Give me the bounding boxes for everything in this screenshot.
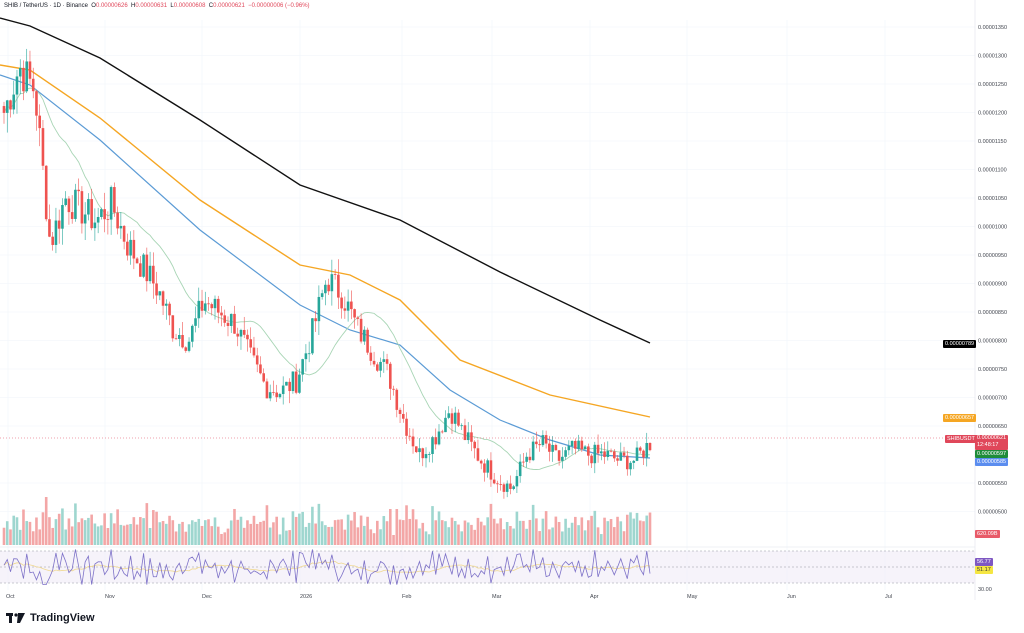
symbol-name: SHIB / TetherUS · 1D · Binance [4, 3, 88, 9]
change-value: −0.00000006 (−0.96%) [248, 3, 310, 9]
svg-text:0.00000800: 0.00000800 [978, 339, 1007, 345]
svg-text:0.00000950: 0.00000950 [978, 253, 1007, 259]
symbol-tag: SHIBUSDT [945, 435, 977, 443]
ma20-tag: 0.00000597 [975, 450, 1009, 458]
volume-bars [2, 497, 652, 545]
moving-averages [0, 17, 651, 470]
svg-text:0.00001050: 0.00001050 [978, 196, 1007, 202]
rsi-ma-tag: 51.17 [975, 566, 993, 574]
symbol-legend: SHIB / TetherUS · 1D · Binance O0.000006… [4, 3, 310, 9]
tradingview-brand[interactable]: TradingView [6, 612, 95, 624]
svg-text:0.00000900: 0.00000900 [978, 282, 1007, 288]
time-label-mar: Mar [492, 594, 502, 600]
open-value: 0.00000626 [95, 3, 128, 9]
time-label-feb: Feb [402, 594, 412, 600]
volume-tag: 620.09B [975, 530, 1000, 538]
svg-text:0.00001300: 0.00001300 [978, 54, 1007, 60]
svg-text:0.00000500: 0.00000500 [978, 510, 1007, 516]
rsi-pane [0, 549, 975, 585]
svg-text:0.00001100: 0.00001100 [978, 168, 1007, 174]
svg-text:0.00001000: 0.00001000 [978, 225, 1007, 231]
candlesticks [2, 48, 652, 499]
rsi-lower-label: 30.00 [978, 587, 992, 593]
time-label-apr: Apr [590, 594, 599, 600]
time-label-nov: Nov [105, 594, 115, 600]
svg-text:0.00000550: 0.00000550 [978, 481, 1007, 487]
svg-text:0.00000700: 0.00000700 [978, 396, 1007, 402]
time-label-jun: Jun [787, 594, 796, 600]
ma200-tag: 0.00000789 [943, 340, 977, 348]
svg-text:0.00000850: 0.00000850 [978, 310, 1007, 316]
tradingview-wordmark: TradingView [30, 612, 95, 624]
time-label-may: May [687, 594, 698, 600]
time-label-jul: Jul [885, 594, 893, 600]
tradingview-logo-icon [6, 612, 25, 623]
bar-countdown: 12:48:17 [977, 442, 999, 448]
low-value: 0.00000608 [173, 3, 206, 9]
price-axis[interactable]: 0.00001350 0.00001300 0.00001250 0.00001200… [978, 25, 1007, 516]
svg-text:0.00001150: 0.00001150 [978, 139, 1007, 145]
high-value: 0.00000631 [135, 3, 168, 9]
close-value: 0.00000621 [213, 3, 245, 9]
last-price-tag: 0.00000621 12:48:17 [975, 435, 1009, 450]
rsi-tag: 56.77 [975, 558, 993, 566]
svg-text:0.00000650: 0.00000650 [978, 424, 1007, 430]
svg-text:0.00000750: 0.00000750 [978, 367, 1007, 373]
svg-text:0.00001250: 0.00001250 [978, 82, 1007, 88]
ma100-tag: 0.00000657 [943, 414, 977, 422]
svg-text:0.00001200: 0.00001200 [978, 111, 1007, 117]
ma50-tag: 0.00000585 [975, 458, 1009, 466]
time-label-dec: Dec [202, 594, 212, 600]
time-label-oct: Oct [6, 594, 15, 600]
time-label-2026: 2026 [300, 594, 313, 600]
svg-text:0.00001350: 0.00001350 [978, 25, 1007, 31]
